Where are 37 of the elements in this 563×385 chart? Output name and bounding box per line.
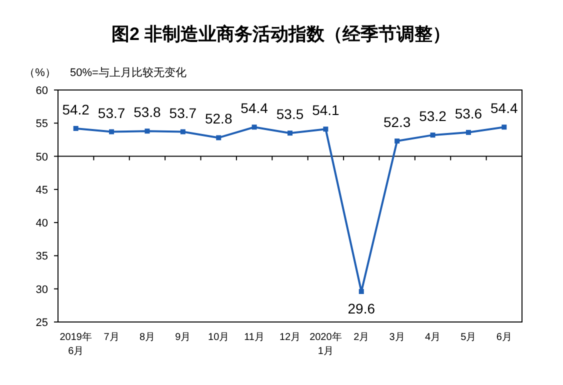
x-tick-label: 12月 [279, 332, 301, 343]
chart-title: 图2 非制造业商务活动指数（经季节调整） [111, 24, 451, 44]
data-label: 54.1 [312, 102, 340, 118]
x-tick-label: 10月 [208, 332, 230, 343]
data-label: 52.8 [204, 110, 232, 127]
data-label: 53.2 [419, 108, 447, 124]
data-label: 54.4 [490, 100, 518, 116]
data-label: 52.3 [383, 114, 411, 130]
y-tick-label: 50 [36, 151, 48, 164]
x-tick-label: 2019年 6月 [60, 331, 92, 357]
x-tick-label: 6月 [496, 332, 512, 343]
y-tick-label: 40 [36, 218, 48, 230]
x-tick-label: 3月 [389, 332, 405, 343]
data-label: 29.6 [348, 300, 376, 317]
data-label: 53.6 [454, 105, 482, 122]
y-tick-label: 45 [36, 184, 48, 196]
y-tick-label: 25 [36, 317, 48, 329]
x-tick-label: 2月 [354, 332, 370, 343]
x-tick-label: 11月 [244, 332, 265, 343]
x-tick-label: 4月 [424, 332, 441, 343]
y-axis-title: （%） [24, 67, 56, 79]
data-label: 53.7 [169, 104, 197, 121]
y-tick-label: 35 [36, 250, 48, 263]
data-label: 53.7 [98, 104, 126, 121]
x-tick-label: 9月 [175, 332, 191, 343]
x-tick-label: 8月 [139, 332, 156, 343]
y-tick-label: 55 [36, 118, 48, 130]
data-label: 53.8 [134, 104, 162, 120]
x-tick-label: 5月 [460, 332, 476, 343]
y-tick-label: 30 [36, 284, 48, 296]
data-label: 53.5 [276, 106, 304, 122]
y-tick-label: 60 [36, 85, 48, 97]
x-tick-label: 7月 [104, 332, 120, 343]
data-label: 54.4 [240, 100, 268, 116]
data-label: 54.2 [62, 101, 90, 118]
x-tick-label: 2020年 1月 [310, 331, 342, 357]
text: 50%=与上月比较无变化 [70, 66, 186, 79]
